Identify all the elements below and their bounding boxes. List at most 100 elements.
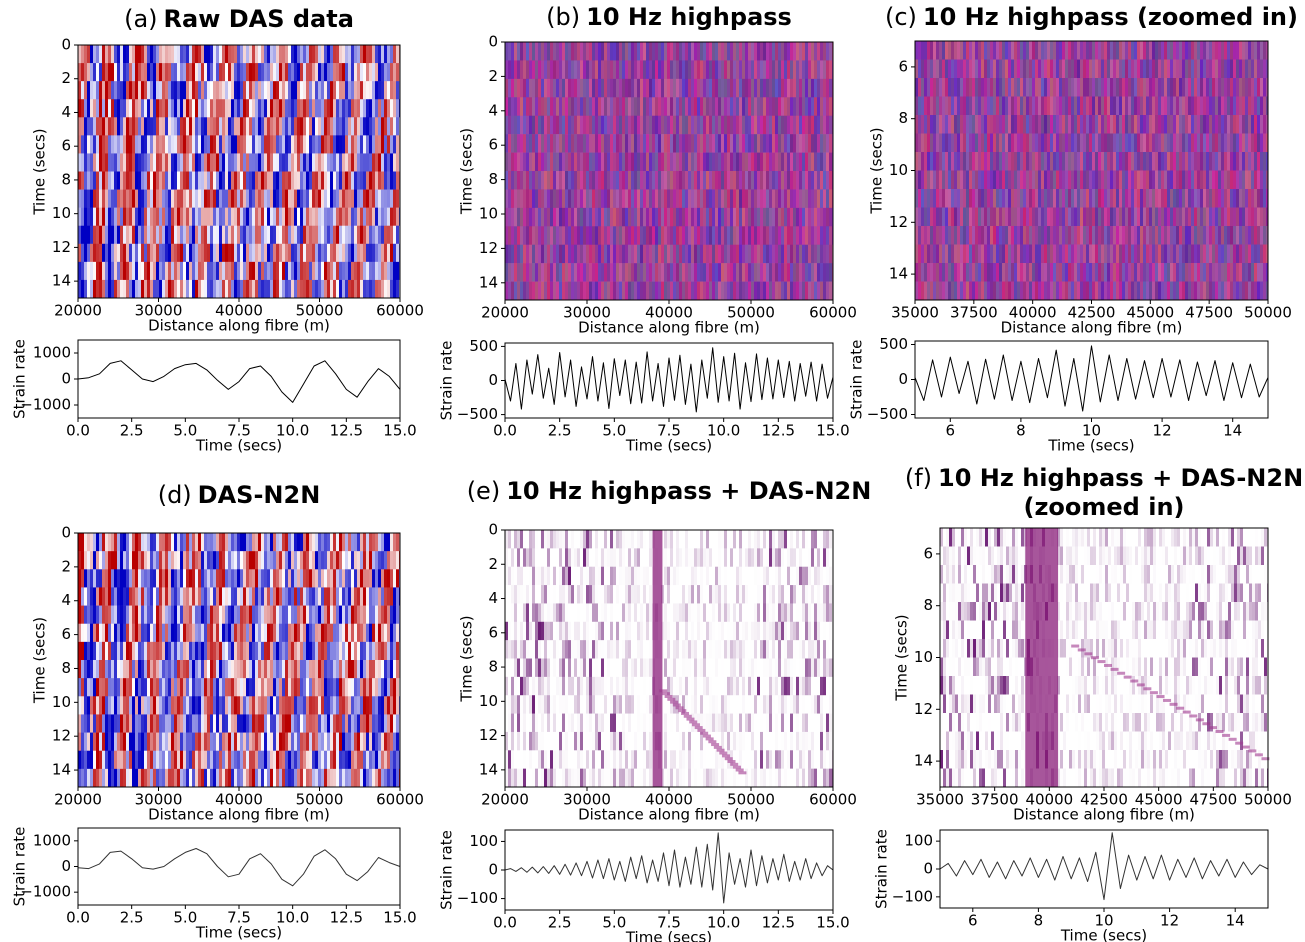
heatmap-cell — [553, 60, 557, 80]
heatmap-cell — [811, 152, 815, 172]
heatmap-cell — [622, 42, 626, 61]
heatmap-cell — [631, 263, 635, 282]
x-axis-label: Time (secs) — [195, 437, 282, 455]
heatmap-cell — [634, 60, 638, 80]
heatmap-cell — [987, 115, 991, 134]
heatmap-cell — [162, 153, 166, 172]
heatmap-cell — [814, 189, 818, 209]
heatmap-cell — [520, 207, 524, 227]
heatmap-cell — [1062, 133, 1066, 153]
heatmap-cell — [81, 768, 85, 788]
heatmap-cell — [963, 78, 967, 97]
heatmap-cell — [1053, 78, 1057, 97]
heatmap-cell — [658, 226, 662, 246]
heatmap-cell — [1266, 263, 1269, 282]
heatmap-cell — [303, 45, 307, 64]
heatmap-cell — [1014, 78, 1018, 97]
heatmap-cell — [1083, 152, 1087, 171]
heatmap-cell — [1059, 115, 1063, 134]
heatmap-cell — [96, 243, 100, 263]
heatmap-cell — [811, 97, 815, 117]
heatmap-cell — [303, 117, 307, 136]
heatmap-cell — [1026, 78, 1030, 97]
heatmap-cell — [153, 171, 157, 190]
heatmap-cell — [216, 225, 220, 245]
heatmap-cell — [703, 281, 707, 301]
heatmap-cell — [957, 244, 961, 264]
heatmap-cell — [951, 244, 955, 264]
heatmap-cell — [159, 63, 163, 82]
heatmap-cell — [631, 189, 635, 209]
heatmap-cell — [1224, 152, 1228, 171]
heatmap-cell — [775, 78, 779, 98]
heatmap-cell — [583, 281, 587, 301]
heatmap-cell — [324, 81, 328, 100]
heatmap-cell — [1035, 170, 1039, 190]
heatmap-cell — [1242, 59, 1246, 79]
heatmap-cell — [814, 42, 818, 61]
heatmap-cell — [1092, 263, 1096, 282]
heatmap-cell — [1197, 152, 1201, 171]
heatmap-cell — [565, 226, 569, 246]
heatmap-cell — [574, 115, 578, 135]
heatmap-cell — [826, 42, 830, 61]
heatmap-cell — [300, 261, 304, 281]
heatmap-cell — [1224, 263, 1228, 282]
heatmap-cell — [255, 99, 259, 118]
heatmap-cell — [945, 115, 949, 134]
heatmap-cell — [811, 60, 815, 80]
heatmap-cell — [1062, 226, 1066, 245]
heatmap-cell — [751, 189, 755, 209]
heatmap-cell — [649, 42, 653, 61]
heatmap-cell — [330, 189, 334, 208]
heatmap-cell — [1086, 115, 1090, 134]
heatmap-cell — [1026, 207, 1030, 227]
heatmap-cell — [796, 189, 800, 209]
heatmap-cell — [1029, 207, 1033, 227]
heatmap-cell — [712, 78, 716, 98]
y-tick-label: 0 — [488, 371, 498, 389]
heatmap-cell — [631, 60, 635, 80]
heatmap-cell — [727, 78, 731, 98]
heatmap-cell — [1245, 207, 1249, 227]
heatmap-cell — [378, 153, 382, 172]
heatmap-cell — [375, 279, 379, 299]
heatmap-cell — [171, 99, 175, 118]
heatmap-cell — [309, 81, 313, 100]
heatmap-cell — [336, 261, 340, 281]
heatmap-cell — [1134, 59, 1138, 79]
heatmap-cell — [586, 226, 590, 246]
heatmap-cell — [586, 97, 590, 117]
heatmap-cell — [1263, 281, 1267, 301]
heatmap-cell — [1128, 226, 1132, 245]
heatmap-cell — [1179, 96, 1183, 116]
heatmap-cell — [1062, 115, 1066, 134]
heatmap-cell — [634, 263, 638, 282]
heatmap-cell — [315, 207, 319, 227]
heatmap-cell — [99, 189, 103, 208]
heatmap-cell — [1143, 41, 1147, 60]
heatmap-cell — [646, 226, 650, 246]
heatmap-cell — [270, 99, 274, 118]
heatmap-cell — [589, 42, 593, 61]
heatmap-cell — [682, 42, 686, 61]
heatmap-cell — [595, 134, 599, 153]
heatmap-cell — [553, 189, 557, 209]
heatmap-cell — [90, 99, 94, 118]
heatmap-cell — [372, 153, 376, 172]
heatmap-cell — [514, 42, 518, 61]
heatmap-cell — [688, 263, 692, 282]
heatmap-cell — [339, 261, 343, 281]
heatmap-cell — [742, 171, 746, 190]
heatmap-cell — [628, 97, 632, 117]
heatmap-cell — [939, 96, 943, 116]
heatmap-cell — [240, 99, 244, 118]
heatmap-cell — [390, 171, 394, 190]
heatmap-cell — [207, 99, 211, 118]
heatmap-cell — [1104, 189, 1108, 208]
heatmap-cell — [219, 243, 223, 263]
heatmap-cell — [78, 243, 82, 263]
heatmap-cell — [814, 171, 818, 190]
heatmap-cell — [288, 279, 292, 299]
heatmap-cell — [366, 117, 370, 136]
